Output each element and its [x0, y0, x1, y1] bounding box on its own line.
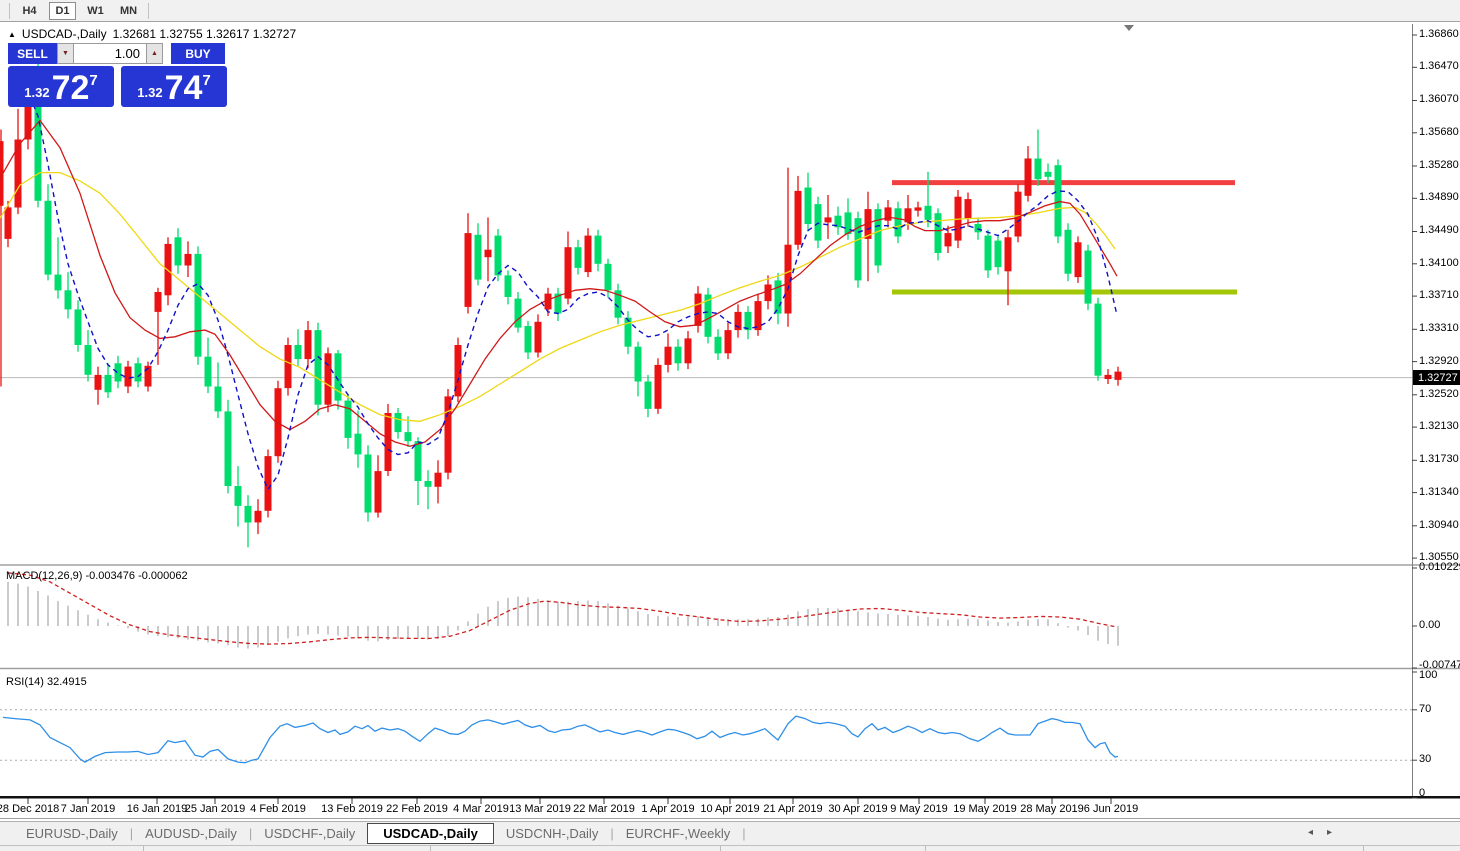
date-axis-label: 4 Feb 2019 — [250, 803, 306, 815]
price-axis-label: 1.32920 — [1419, 354, 1459, 367]
price-axis-label: 1.35680 — [1419, 125, 1459, 138]
sell-price-prefix: 1.32 — [24, 85, 50, 100]
volume-increase-icon[interactable]: ▲ — [146, 43, 163, 64]
date-axis-label: 9 May 2019 — [890, 803, 948, 815]
status-strip-divider — [143, 846, 144, 851]
price-axis-label: 1.36860 — [1419, 28, 1459, 40]
date-axis-label: 30 Apr 2019 — [828, 803, 888, 815]
chart-ohlc-values: 1.32681 1.32755 1.32617 1.32727 — [112, 27, 297, 41]
price-axis-label: 1.30550 — [1419, 551, 1459, 564]
price-axis-label: 1.31340 — [1419, 485, 1459, 498]
date-axis-label: 13 Mar 2019 — [509, 803, 571, 815]
tab-separator: | — [248, 826, 253, 841]
date-axis-label: 7 Jan 2019 — [60, 803, 116, 815]
price-axis-label: 1.30940 — [1419, 518, 1459, 531]
timeframe-button-mn[interactable]: MN — [119, 4, 138, 17]
date-axis-label: 25 Jan 2019 — [184, 803, 246, 815]
date-axis-label: 4 Mar 2019 — [453, 803, 509, 815]
timeframe-toolbar: H4 D1 W1 MN — [0, 0, 1460, 22]
tab-scroll-left-icon[interactable]: ◂ — [1307, 827, 1313, 838]
price-axis-label: 1.34490 — [1419, 224, 1459, 237]
rsi-axis-label: 0 — [1419, 787, 1426, 799]
tab-usdchfdaily[interactable]: USDCHF-,Daily — [264, 826, 356, 841]
rsi-axis-label: 70 — [1419, 702, 1432, 715]
sell-price-pip: 7 — [89, 72, 98, 89]
status-strip-divider — [1363, 846, 1364, 851]
symbol-collapse-icon: ▲ — [8, 29, 16, 39]
tab-eurusddaily[interactable]: EURUSD-,Daily — [26, 826, 118, 841]
price-axis-label: 1.31730 — [1419, 453, 1459, 466]
date-axis-label: 6 Jun 2019 — [1083, 803, 1139, 815]
price-axis-label: 1.36470 — [1419, 60, 1459, 73]
price-axis-label: 1.32130 — [1419, 420, 1459, 433]
buy-price-pip: 7 — [202, 72, 211, 89]
buy-price-prefix: 1.32 — [137, 85, 163, 100]
timeframe-button-d1[interactable]: D1 — [49, 1, 76, 20]
price-axis-label: 1.32520 — [1419, 387, 1459, 400]
one-click-trade-panel: SELL ▼ ▲ BUY 1.32 72 7 1.32 74 7 — [8, 43, 227, 107]
timeframe-button-h4[interactable]: H4 — [22, 4, 37, 17]
toolbar-separator — [148, 2, 149, 19]
date-axis-label: 21 Apr 2019 — [763, 803, 823, 815]
tab-eurchfweekly[interactable]: EURCHF-,Weekly — [625, 826, 731, 841]
macd-indicator-label: MACD(12,26,9) -0.003476 -0.000062 — [6, 570, 188, 582]
macd-axis-label: 0.00 — [1419, 619, 1441, 631]
volume-input[interactable] — [74, 43, 146, 64]
rsi-axis-label: 30 — [1419, 753, 1432, 766]
status-strip-divider — [720, 846, 721, 851]
date-axis-label: 16 Jan 2019 — [126, 803, 188, 815]
volume-decrease-icon[interactable]: ▼ — [57, 43, 74, 64]
bottom-status-strip — [0, 845, 1460, 851]
status-strip-divider — [925, 846, 926, 851]
sell-button[interactable]: SELL — [8, 43, 57, 64]
date-axis-label: 10 Apr 2019 — [700, 803, 760, 815]
buy-button[interactable]: BUY — [171, 43, 225, 64]
date-axis-label: 19 May 2019 — [953, 803, 1017, 815]
date-axis-label: 13 Feb 2019 — [321, 803, 383, 815]
price-axis-label: 1.33710 — [1419, 289, 1459, 302]
price-axis-label: 1.34890 — [1419, 191, 1459, 204]
buy-price-main: 74 — [164, 69, 203, 108]
price-axis-label: 1.34100 — [1419, 256, 1459, 269]
tab-usdcnhdaily[interactable]: USDCNH-,Daily — [505, 826, 599, 841]
date-axis-label: 28 May 2019 — [1020, 803, 1084, 815]
buy-quote-box[interactable]: 1.32 74 7 — [121, 66, 227, 107]
chart-symbol: USDCAD-,Daily — [21, 27, 107, 41]
date-axis-label: 28 Dec 2018 — [0, 803, 60, 815]
chart-shift-marker-icon[interactable] — [1124, 25, 1134, 31]
toolbar-separator — [9, 2, 10, 19]
rsi-axis-label: 100 — [1419, 669, 1438, 681]
tab-separator: | — [742, 826, 746, 841]
price-axis-label: 1.33310 — [1419, 322, 1459, 335]
tab-separator: | — [610, 826, 614, 841]
price-axis-label: 1.35280 — [1419, 158, 1459, 171]
tab-usdcaddaily[interactable]: USDCAD-,Daily — [367, 823, 494, 844]
symbol-tab-bar: EURUSD-,Daily | AUDUSD-,Daily | USDCHF-,Dail… — [0, 821, 1460, 845]
price-chart-surface[interactable] — [0, 22, 1460, 851]
chart-title: ▲ USDCAD-,Daily 1.32681 1.32755 1.32617 … — [8, 27, 296, 41]
tab-scroll-right-icon[interactable]: ▸ — [1326, 827, 1332, 838]
status-strip-divider — [430, 846, 431, 851]
date-axis-label: 22 Mar 2019 — [573, 803, 635, 815]
rsi-indicator-label: RSI(14) 32.4915 — [6, 676, 87, 688]
macd-axis-label: -0.007473 — [1419, 659, 1460, 671]
sell-price-main: 72 — [51, 69, 90, 108]
price-axis-label: 1.36070 — [1419, 93, 1459, 106]
tab-separator: | — [129, 826, 134, 841]
timeframe-button-w1[interactable]: W1 — [87, 4, 104, 17]
sell-quote-box[interactable]: 1.32 72 7 — [8, 66, 114, 107]
macd-axis-label: 0.010229 — [1419, 561, 1460, 573]
date-axis-label: 22 Feb 2019 — [386, 803, 448, 815]
tab-audusddaily[interactable]: AUDUSD-,Daily — [145, 826, 237, 841]
current-price-badge: 1.32727 — [1413, 370, 1460, 386]
date-axis-label: 1 Apr 2019 — [641, 803, 695, 815]
